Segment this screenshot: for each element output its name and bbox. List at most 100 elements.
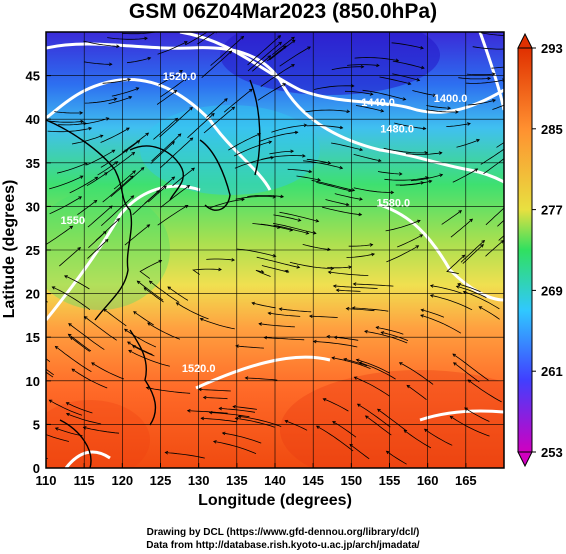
streamline-arrow (148, 280, 153, 285)
streamline (165, 452, 205, 459)
y-tick-label: 45 (26, 69, 40, 84)
streamline (108, 96, 132, 105)
y-tick-label: 30 (26, 199, 40, 214)
streamline (222, 432, 262, 444)
streamline (260, 64, 295, 87)
streamline (314, 85, 354, 90)
streamline (313, 341, 358, 348)
streamline (430, 294, 473, 311)
streamline-arrow (506, 34, 509, 37)
streamline (450, 416, 490, 437)
streamline-arrow (263, 335, 268, 340)
streamline (316, 425, 354, 452)
streamline-arrow (77, 247, 81, 251)
streamline-arrow (480, 244, 484, 248)
streamline-arrow (244, 376, 249, 380)
contour-label: 1480.0 (380, 123, 414, 135)
streamline-arrow (272, 253, 277, 258)
streamline (336, 289, 361, 292)
streamline (151, 133, 182, 162)
streamline (127, 341, 153, 355)
streamline-arrow (167, 286, 172, 290)
streamline (256, 256, 300, 268)
streamline-arrow (416, 78, 421, 82)
streamline (261, 265, 290, 273)
streamline-arrow (359, 197, 363, 201)
streamline-arrow (68, 323, 72, 327)
streamline (156, 90, 177, 105)
streamline (325, 199, 349, 206)
streamline (406, 385, 427, 401)
streamline (257, 83, 286, 101)
streamline (479, 306, 500, 320)
streamline (384, 177, 429, 181)
streamline-arrow (303, 123, 308, 128)
streamline-arrow (272, 195, 277, 199)
streamline (258, 131, 298, 142)
streamline (160, 77, 187, 98)
streamline (213, 441, 257, 454)
streamline-arrow (124, 328, 128, 333)
streamline-arrow (175, 302, 180, 306)
streamline-arrow (330, 266, 335, 271)
streamline (446, 123, 471, 127)
streamline (359, 362, 396, 380)
streamline (111, 87, 139, 97)
streamline (201, 50, 232, 79)
streamline-arrow (449, 415, 454, 420)
streamline (349, 444, 370, 460)
streamline (322, 206, 362, 216)
streamline (160, 137, 193, 169)
streamline-arrow (109, 205, 113, 209)
streamline-arrow (83, 316, 88, 320)
streamline-arrow (467, 122, 471, 126)
streamline-arrow (131, 151, 136, 156)
streamline-arrow (346, 109, 351, 114)
streamline (109, 140, 140, 162)
streamline-arrow (481, 239, 485, 244)
streamline-arrow (267, 311, 272, 316)
streamline (251, 302, 276, 309)
streamline-arrow (231, 106, 236, 111)
streamline (54, 111, 83, 114)
streamline (147, 185, 167, 203)
streamline-arrow (512, 100, 515, 103)
streamline (187, 113, 215, 139)
streamline-arrow (331, 356, 336, 360)
streamline (228, 133, 261, 151)
streamline-arrow (228, 50, 233, 55)
streamline-arrow (461, 254, 466, 259)
streamline (381, 331, 409, 341)
streamline (485, 207, 504, 226)
streamline (55, 427, 83, 437)
streamline (483, 158, 504, 175)
streamline-arrow (462, 290, 467, 295)
streamline (160, 185, 190, 208)
streamline-arrow (109, 62, 113, 67)
streamline-arrow (455, 285, 460, 289)
streamline-arrow (335, 288, 340, 293)
streamline-arrow (224, 98, 228, 102)
streamline-arrow (116, 44, 120, 49)
streamline (343, 358, 368, 367)
streamline-arrow (290, 149, 295, 154)
streamline-arrow (183, 77, 188, 82)
streamline-arrow (420, 308, 425, 312)
colorbar (517, 32, 533, 468)
streamline-arrow (399, 172, 403, 176)
streamline-arrow (202, 19, 205, 22)
streamline (201, 417, 238, 423)
streamline (348, 244, 373, 247)
streamline-arrow (198, 387, 202, 392)
contour-label: 1440.0 (361, 97, 395, 109)
streamline (481, 32, 504, 36)
streamline-arrow (332, 421, 336, 425)
streamline (247, 41, 282, 72)
streamline-arrow (491, 72, 496, 76)
streamline (305, 109, 350, 113)
streamline (264, 337, 305, 341)
streamline (139, 260, 162, 279)
streamline-arrow (147, 56, 152, 61)
streamline (197, 32, 216, 45)
streamline-arrow (177, 133, 182, 137)
